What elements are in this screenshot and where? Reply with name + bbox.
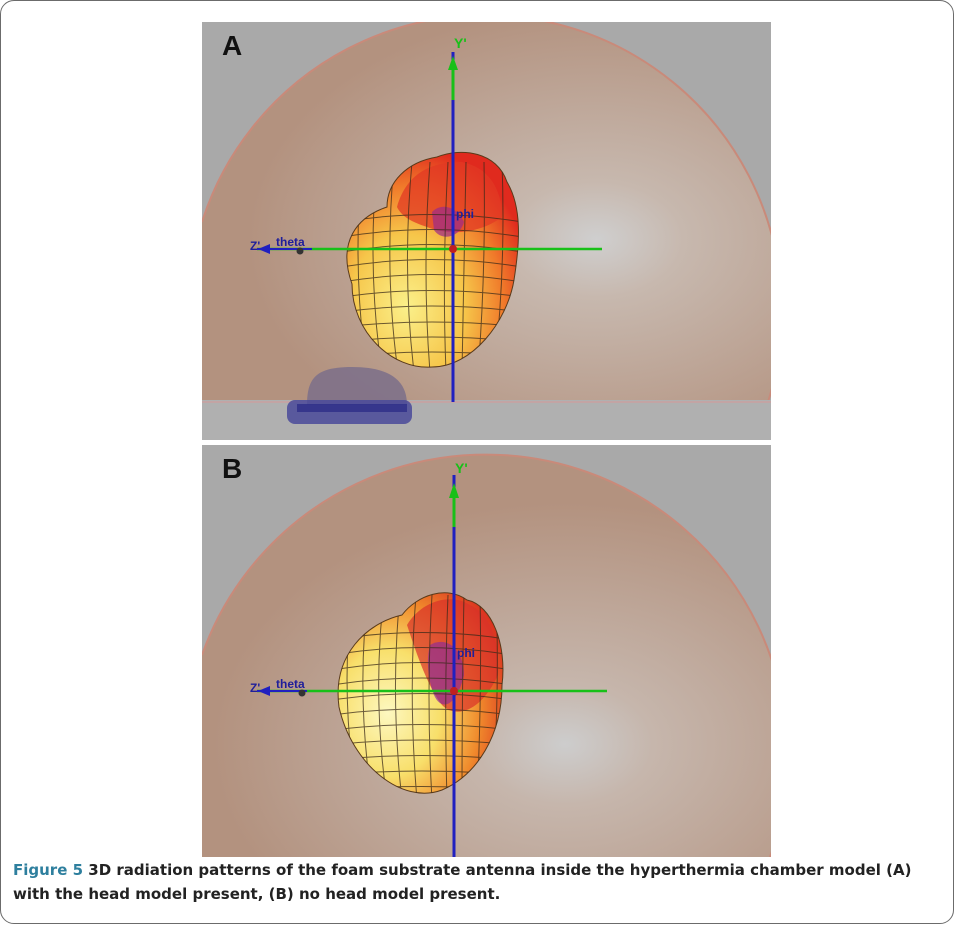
panel-b-letter: B [222, 453, 243, 484]
theta-label: theta [276, 677, 305, 691]
y-axis-label: Y' [455, 460, 468, 476]
z-axis-label: Z' [250, 239, 260, 253]
phi-label: phi [457, 646, 475, 660]
panel-b: Y' Z' theta phi B [202, 445, 771, 857]
z-axis-label: Z' [250, 681, 260, 695]
head-model [287, 367, 412, 424]
phi-label: phi [456, 207, 474, 221]
figure-caption: Figure 5 3D radiation patterns of the fo… [13, 858, 943, 906]
panel-a: Y' Z' theta phi A [202, 22, 771, 440]
y-axis-label: Y' [454, 35, 467, 51]
panel-b-render: Y' Z' theta phi [202, 453, 771, 857]
caption-text: 3D radiation patterns of the foam substr… [13, 861, 912, 903]
panel-a-letter: A [222, 30, 243, 61]
figure-label: Figure 5 [13, 861, 84, 879]
radiation-pattern-a [346, 151, 519, 368]
panel-a-render: Y' Z' theta phi [202, 22, 771, 440]
theta-label: theta [276, 235, 305, 249]
